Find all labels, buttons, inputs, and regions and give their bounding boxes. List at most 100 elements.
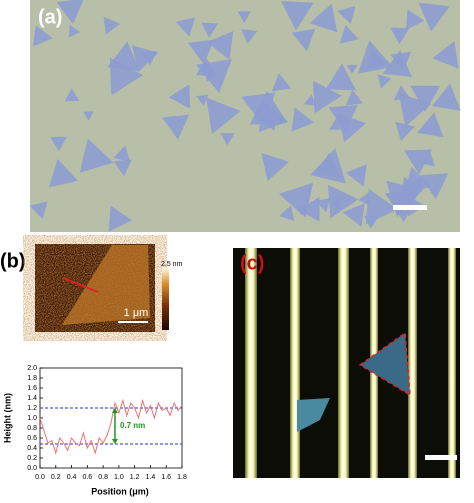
- flake: [271, 73, 292, 92]
- flake: [325, 63, 357, 91]
- colorbar-label: 2.5 nm: [161, 261, 183, 268]
- flake-outline: [358, 331, 411, 397]
- flake: [206, 97, 241, 135]
- flake: [187, 39, 215, 65]
- flake: [79, 138, 114, 173]
- flake: [279, 182, 314, 218]
- flake: [206, 71, 216, 82]
- x-tick-label: 1.8: [177, 474, 187, 481]
- x-tick-label: 1.2: [130, 474, 140, 481]
- flake: [175, 17, 196, 37]
- flake: [364, 215, 379, 229]
- flake: [313, 152, 341, 178]
- flake: [161, 114, 190, 140]
- flake: [365, 188, 398, 225]
- y-tick-label: 1.2: [27, 405, 37, 412]
- flake: [432, 41, 459, 69]
- flake: [64, 88, 80, 102]
- flake: [420, 152, 435, 167]
- flake: [261, 153, 289, 182]
- flake: [393, 85, 411, 101]
- panel-label: (b): [0, 250, 26, 272]
- electrode: [290, 248, 300, 478]
- panel-c: (c): [233, 248, 460, 478]
- y-tick-label: 0.8: [27, 425, 37, 432]
- y-tick-label: 1.8: [27, 375, 37, 382]
- electrode: [245, 248, 257, 478]
- flake: [357, 40, 393, 74]
- flake: [29, 201, 48, 219]
- flake: [291, 107, 314, 132]
- flake: [220, 132, 235, 146]
- electrode: [448, 248, 456, 478]
- profile-line: [62, 277, 99, 293]
- x-tick-label: 0.4: [67, 474, 77, 481]
- flake: [33, 25, 53, 47]
- flake: [345, 89, 363, 106]
- scale-bar: [393, 205, 427, 210]
- flake: [108, 205, 133, 232]
- flake: [315, 197, 331, 213]
- flake: [48, 159, 78, 188]
- y-tick-label: 0.4: [27, 445, 37, 452]
- flake: [201, 22, 219, 38]
- flake: [377, 74, 392, 89]
- plot-frame: [39, 367, 183, 469]
- flake: [56, 0, 84, 25]
- flake: [342, 203, 365, 227]
- flake: [309, 3, 338, 33]
- flake: [337, 6, 356, 25]
- flake: [83, 111, 94, 121]
- flake: [131, 45, 159, 72]
- scale-label: 1 μm: [124, 307, 149, 319]
- flake: [401, 176, 420, 197]
- flake: [346, 64, 358, 75]
- flake: [313, 80, 342, 114]
- y-tick-label: 1.6: [27, 385, 37, 392]
- x-tick-label: 1.6: [161, 474, 171, 481]
- flake: [418, 2, 450, 32]
- y-tick-label: 1.0: [27, 415, 37, 422]
- arrow-head: [111, 408, 118, 413]
- flake: [395, 121, 415, 142]
- flake: [328, 105, 358, 132]
- data-line: [39, 398, 183, 455]
- flake: [62, 245, 150, 325]
- flake: [241, 29, 258, 44]
- x-tick-label: 0.0: [35, 474, 45, 481]
- electrode: [408, 248, 417, 478]
- flake: [345, 164, 367, 187]
- x-tick-label: 1.0: [114, 474, 124, 481]
- flake: [195, 58, 217, 77]
- flake: [168, 84, 191, 109]
- flake: [303, 94, 317, 106]
- electrode: [338, 248, 349, 478]
- flake: [196, 94, 209, 106]
- colorbar: [162, 268, 169, 330]
- flake: [107, 41, 140, 72]
- flake: [291, 28, 316, 52]
- x-tick-label: 0.8: [98, 474, 108, 481]
- flake: [404, 149, 433, 175]
- height-profile: Position (μm) Height (nm) 0.0 0.2 0.4 0.6 0.…: [2, 365, 187, 497]
- flake: [50, 136, 67, 152]
- flake: [68, 25, 81, 38]
- panel-b: (b) 1 μm 2.5 nm: [0, 244, 183, 332]
- annotation: 0.7 nm: [120, 421, 145, 430]
- flake: [419, 173, 449, 200]
- flake: [103, 16, 121, 35]
- panel-label: (c): [240, 252, 264, 274]
- flake: [417, 112, 444, 138]
- flake: [390, 27, 410, 45]
- flake: [358, 192, 371, 206]
- flake: [241, 92, 276, 125]
- y-tick-label: 1.4: [27, 395, 37, 402]
- flake: [298, 197, 320, 222]
- flake: [237, 11, 251, 23]
- panel-a: (a): [29, 0, 461, 232]
- y-tick-label: 0.6: [27, 435, 37, 442]
- x-tick-label: 0.2: [51, 474, 61, 481]
- scale-bar: [425, 455, 457, 460]
- flake: [279, 205, 295, 221]
